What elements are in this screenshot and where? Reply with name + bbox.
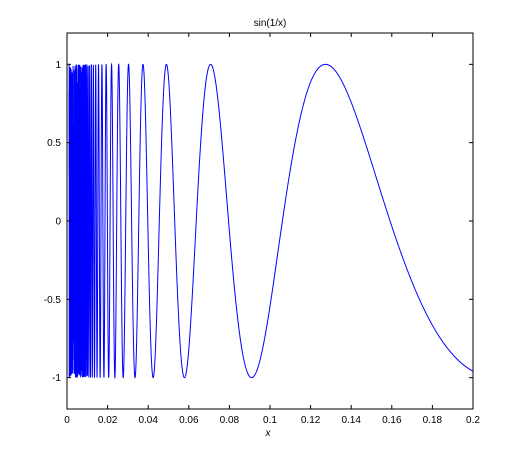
x-tick-label: 0.14 xyxy=(341,415,361,426)
x-tick-label: 0.06 xyxy=(179,415,199,426)
plot-area xyxy=(66,32,474,410)
x-tick-label: 0.04 xyxy=(138,415,158,426)
x-tick-label: 0.18 xyxy=(423,415,443,426)
y-tick-label: 0 xyxy=(55,217,61,228)
x-axis: 0 0.02 0.04 0.06 0.08 0.1 0.12 0.14 0.16 0.18 0.2 xyxy=(64,33,480,426)
x-tick-label: 0.1 xyxy=(263,415,277,426)
x-tick-label: 0.2 xyxy=(466,415,480,426)
y-tick-label: -1 xyxy=(52,373,61,384)
y-axis: 1 0.5 0 -0.5 -1 xyxy=(44,60,473,384)
x-tick-label: 0.08 xyxy=(220,415,240,426)
y-tick-label: 0.5 xyxy=(47,138,61,149)
plot-content xyxy=(68,62,473,380)
x-axis-label: x xyxy=(265,428,272,439)
x-tick-label: 0.12 xyxy=(301,415,321,426)
y-tick-label: 1 xyxy=(55,60,61,71)
sin-inverse-x-line xyxy=(68,62,473,380)
y-tick-label: -0.5 xyxy=(44,295,62,306)
x-tick-label: 0 xyxy=(64,415,70,426)
x-tick-label: 0.16 xyxy=(382,415,402,426)
chart-title: sin(1/x) xyxy=(254,18,287,29)
x-tick-label: 0.02 xyxy=(98,415,118,426)
